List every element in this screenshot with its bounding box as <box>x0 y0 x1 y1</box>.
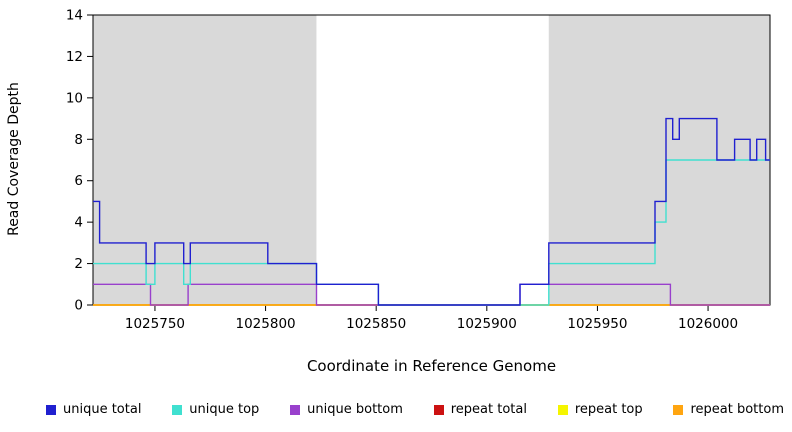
legend: unique total unique top unique bottom repea… <box>46 402 784 417</box>
x-tick-label: 1025850 <box>346 316 406 332</box>
legend-item: unique bottom <box>290 402 403 417</box>
y-tick-label: 14 <box>66 8 83 24</box>
legend-swatch <box>172 404 183 415</box>
series-unique-total <box>93 117 770 306</box>
y-tick-label: 12 <box>66 49 83 65</box>
legend-item: repeat top <box>557 402 643 417</box>
legend-item: repeat bottom <box>673 402 784 417</box>
x-tick-label: 1025950 <box>567 316 627 332</box>
y-tick-label: 10 <box>66 90 83 106</box>
legend-item: repeat total <box>433 402 527 417</box>
coverage-plot: 1025750 1025800 1025850 1025900 1025950 10260… <box>66 8 771 332</box>
legend-label: unique total <box>63 402 142 417</box>
legend-label: unique top <box>189 402 260 417</box>
legend-label: repeat top <box>574 402 643 417</box>
legend-label: repeat bottom <box>690 402 784 417</box>
legend-swatch <box>290 404 301 415</box>
legend-swatch <box>673 404 684 415</box>
y-tick-label: 2 <box>74 256 83 272</box>
x-tick-label: 1025900 <box>457 316 517 332</box>
series-unique-bottom <box>93 283 770 306</box>
legend-item: unique total <box>46 402 141 417</box>
legend-swatch <box>433 404 444 415</box>
x-axis-title: Coordinate in Reference Genome <box>306 357 557 375</box>
y-tick-label: 8 <box>74 132 83 148</box>
y-tick-label: 4 <box>74 215 83 231</box>
y-axis-title: Read Coverage Depth <box>6 82 22 236</box>
shaded-region <box>93 15 317 305</box>
legend-label: unique bottom <box>307 402 403 417</box>
y-tick-label: 0 <box>74 298 83 314</box>
x-tick-label: 1025750 <box>125 316 185 332</box>
legend-swatch <box>46 404 56 415</box>
legend-label: repeat total <box>450 402 527 417</box>
x-tick-label: 1026000 <box>678 316 738 332</box>
legend-swatch <box>557 404 568 415</box>
x-tick-label: 1025800 <box>236 316 296 332</box>
legend-item: unique top <box>172 402 259 417</box>
y-tick-label: 6 <box>74 173 83 189</box>
